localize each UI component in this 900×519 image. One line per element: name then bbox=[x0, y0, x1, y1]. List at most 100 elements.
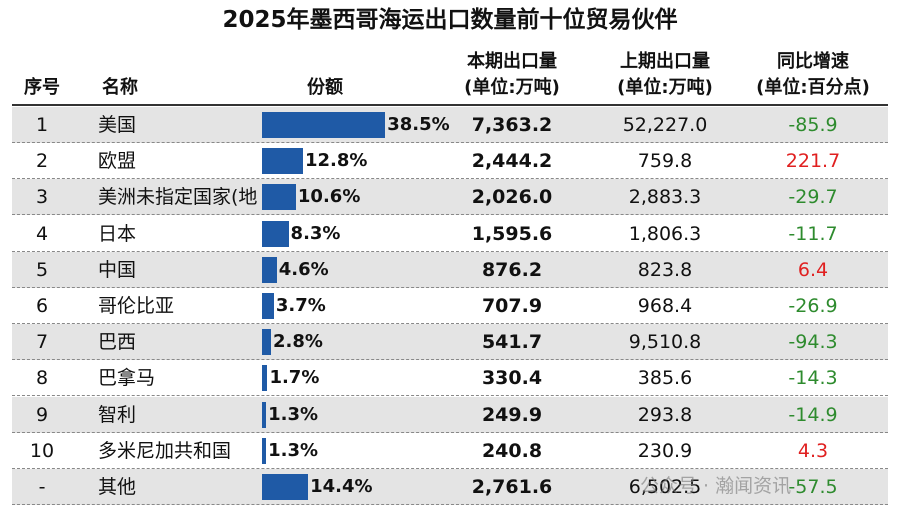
current-value: 249.9 bbox=[481, 403, 543, 426]
yoy-value: -26.9 bbox=[788, 295, 838, 317]
yoy-value: -14.3 bbox=[788, 367, 838, 390]
share-bar bbox=[262, 148, 303, 175]
share-bar bbox=[262, 293, 274, 319]
row-name: 哥伦比亚 bbox=[98, 295, 175, 317]
row-index: 4 bbox=[35, 222, 49, 245]
row-name: 巴拿马 bbox=[98, 367, 156, 390]
table-row bbox=[12, 360, 888, 397]
previous-value: 52,227.0 bbox=[622, 114, 708, 136]
row-name: 巴西 bbox=[98, 331, 137, 354]
header-yoy: 同比增速 bbox=[777, 51, 849, 72]
table-row bbox=[12, 215, 888, 252]
table-row bbox=[12, 324, 888, 361]
row-name: 多米尼加共和国 bbox=[98, 439, 232, 462]
share-bar bbox=[262, 112, 386, 138]
table-row bbox=[12, 251, 888, 288]
current-value: 876.2 bbox=[481, 258, 543, 281]
row-index: 2 bbox=[35, 150, 49, 173]
share-bar bbox=[262, 401, 267, 428]
previous-value: 385.6 bbox=[637, 367, 693, 390]
previous-value: 230.9 bbox=[637, 439, 693, 462]
current-value: 2,761.6 bbox=[471, 476, 553, 498]
share-bar bbox=[262, 437, 267, 464]
table-row bbox=[12, 143, 888, 180]
current-value: 707.9 bbox=[481, 295, 543, 317]
header-rule bbox=[12, 70, 888, 106]
current-value: 2,444.2 bbox=[471, 150, 553, 173]
row-index: 8 bbox=[35, 367, 49, 390]
yoy-value: -14.9 bbox=[788, 403, 838, 426]
share-bar bbox=[262, 184, 296, 211]
previous-value: 968.4 bbox=[637, 295, 693, 317]
row-name: 中国 bbox=[98, 258, 137, 281]
share-bar bbox=[262, 474, 309, 500]
current-value: 330.4 bbox=[481, 367, 543, 390]
row-index: 9 bbox=[35, 403, 49, 426]
share-label: 2.8% bbox=[272, 331, 323, 353]
share-label: 1.3% bbox=[268, 403, 319, 425]
header-previous-unit: (单位:万吨) bbox=[617, 77, 713, 98]
current-value: 7,363.2 bbox=[471, 114, 553, 136]
current-value: 240.8 bbox=[481, 439, 543, 462]
row-name: 其他 bbox=[98, 476, 137, 498]
header-current: 本期出口量 bbox=[467, 51, 557, 72]
table-row bbox=[12, 107, 888, 143]
header-previous: 上期出口量 bbox=[620, 51, 710, 72]
watermark: 公众号 · 瀚闻资讯 bbox=[640, 475, 792, 497]
previous-value: 2,883.3 bbox=[628, 186, 702, 209]
current-value: 1,595.6 bbox=[471, 222, 553, 245]
row-name: 欧盟 bbox=[98, 150, 137, 173]
yoy-value: -11.7 bbox=[788, 222, 838, 245]
header-name: 名称 bbox=[102, 77, 138, 98]
row-index: 7 bbox=[35, 331, 49, 354]
table-row bbox=[12, 288, 888, 324]
row-name: 智利 bbox=[98, 403, 137, 426]
previous-value: 6,502.5 bbox=[628, 476, 702, 498]
row-name: 日本 bbox=[98, 222, 137, 245]
header-index: 序号 bbox=[24, 77, 60, 98]
table-row bbox=[12, 396, 888, 433]
row-name: 美洲未指定国家(地 bbox=[98, 186, 258, 209]
row-index: 10 bbox=[29, 439, 55, 462]
share-label: 10.6% bbox=[297, 186, 361, 208]
header-share: 份额 bbox=[307, 77, 343, 98]
header-yoy-unit: (单位:百分点) bbox=[756, 77, 870, 98]
table-row bbox=[12, 179, 888, 216]
share-label: 12.8% bbox=[304, 150, 368, 172]
previous-value: 293.8 bbox=[637, 403, 693, 426]
yoy-value: -85.9 bbox=[788, 114, 838, 136]
share-label: 8.3% bbox=[290, 222, 341, 244]
yoy-value: 221.7 bbox=[785, 150, 841, 173]
row-index: 1 bbox=[35, 114, 49, 136]
yoy-value: -94.3 bbox=[788, 331, 838, 354]
row-name: 美国 bbox=[98, 114, 137, 136]
current-value: 2,026.0 bbox=[471, 186, 553, 209]
share-label: 1.3% bbox=[268, 439, 319, 461]
previous-value: 759.8 bbox=[637, 150, 693, 173]
header-current-unit: (单位:万吨) bbox=[464, 77, 560, 98]
current-value: 541.7 bbox=[481, 331, 543, 354]
share-bar bbox=[262, 256, 277, 283]
yoy-value: -57.5 bbox=[788, 476, 838, 498]
table-row bbox=[12, 469, 888, 505]
share-bar bbox=[262, 329, 271, 356]
share-label: 38.5% bbox=[387, 114, 450, 135]
share-bar bbox=[262, 220, 289, 247]
share-label: 1.7% bbox=[269, 367, 320, 389]
share-label: 4.6% bbox=[278, 258, 329, 280]
row-index: - bbox=[38, 476, 46, 498]
share-label: 14.4% bbox=[310, 476, 373, 497]
table-row bbox=[12, 432, 888, 469]
row-index: 5 bbox=[35, 258, 49, 281]
share-bar bbox=[262, 365, 268, 392]
title: 2025年墨西哥海运出口数量前十位贸易伙伴 bbox=[222, 7, 678, 33]
previous-value: 1,806.3 bbox=[628, 222, 702, 245]
share-label: 3.7% bbox=[275, 295, 326, 316]
yoy-value: 4.3 bbox=[797, 439, 829, 462]
previous-value: 823.8 bbox=[637, 258, 693, 281]
yoy-value: -29.7 bbox=[788, 186, 838, 209]
yoy-value: 6.4 bbox=[797, 258, 829, 281]
previous-value: 9,510.8 bbox=[628, 331, 702, 354]
row-index: 6 bbox=[35, 295, 49, 317]
